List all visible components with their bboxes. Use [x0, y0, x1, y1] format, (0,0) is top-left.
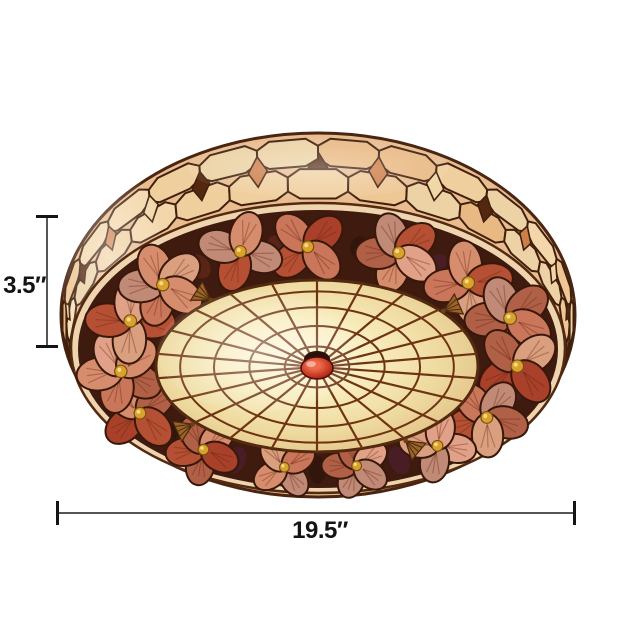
flower — [117, 243, 204, 327]
height-dimension-label: 3.5″ — [3, 272, 46, 299]
height-dimension-line — [46, 216, 48, 348]
flower — [478, 329, 557, 404]
flower — [354, 212, 438, 294]
bronze-shell-ornaments — [171, 280, 465, 462]
height-dimension-tick-bottom — [36, 345, 58, 348]
width-dimension-label: 19.5″ — [292, 517, 348, 544]
width-dimension-tick-right — [573, 501, 576, 525]
flower — [445, 381, 529, 459]
width-dimension-tick-left — [56, 501, 59, 525]
center-finial — [300, 351, 334, 380]
height-dimension-tick-top — [36, 215, 58, 218]
width-dimension-line — [57, 512, 575, 514]
flower — [75, 331, 163, 414]
flower — [197, 211, 284, 293]
flower — [272, 212, 344, 281]
